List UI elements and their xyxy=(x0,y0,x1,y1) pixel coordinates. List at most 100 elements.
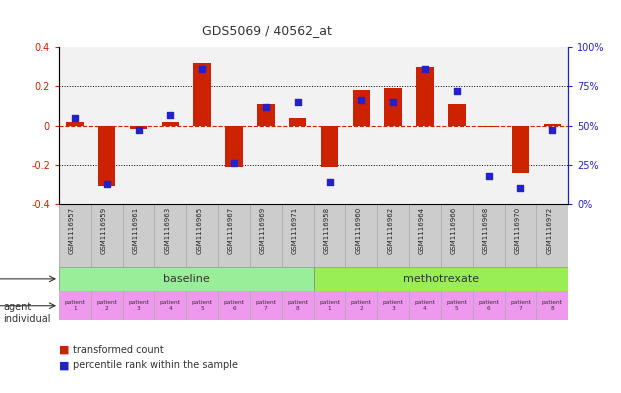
Bar xyxy=(537,204,568,266)
Point xyxy=(70,114,80,121)
Point xyxy=(388,99,398,105)
Text: baseline: baseline xyxy=(163,274,210,284)
Text: GSM1116961: GSM1116961 xyxy=(132,207,138,254)
Bar xyxy=(504,204,537,266)
Text: GSM1116959: GSM1116959 xyxy=(101,207,107,254)
Text: patient
5: patient 5 xyxy=(192,300,212,311)
Bar xyxy=(473,291,504,320)
Bar xyxy=(66,121,84,125)
Text: GSM1116968: GSM1116968 xyxy=(483,207,489,254)
Bar xyxy=(345,291,378,320)
Text: patient
1: patient 1 xyxy=(65,300,85,311)
Text: patient
3: patient 3 xyxy=(128,300,149,311)
Point xyxy=(356,97,366,104)
Bar xyxy=(218,204,250,266)
Text: GSM1116958: GSM1116958 xyxy=(324,207,330,254)
Point xyxy=(292,99,302,105)
Text: GSM1116971: GSM1116971 xyxy=(292,207,297,254)
Point xyxy=(134,127,143,133)
Point xyxy=(197,66,207,72)
Bar xyxy=(123,291,155,320)
Bar xyxy=(194,63,211,125)
Text: GSM1116967: GSM1116967 xyxy=(228,207,234,254)
Point xyxy=(165,111,175,118)
Text: GSM1116969: GSM1116969 xyxy=(260,207,266,254)
Bar xyxy=(543,123,561,125)
Point xyxy=(547,127,557,133)
Bar xyxy=(384,88,402,125)
Text: percentile rank within the sample: percentile rank within the sample xyxy=(73,360,238,371)
Point xyxy=(102,180,112,187)
Bar xyxy=(130,125,147,129)
Bar xyxy=(416,67,433,125)
Bar xyxy=(98,125,116,186)
Point xyxy=(261,104,271,110)
Text: GSM1116962: GSM1116962 xyxy=(387,207,393,254)
Bar xyxy=(537,291,568,320)
Bar xyxy=(59,266,314,291)
Text: patient
7: patient 7 xyxy=(255,300,276,311)
Bar xyxy=(250,291,282,320)
Bar xyxy=(155,204,186,266)
Text: patient
6: patient 6 xyxy=(224,300,245,311)
Text: GSM1116960: GSM1116960 xyxy=(355,207,361,254)
Text: patient
5: patient 5 xyxy=(446,300,467,311)
Point xyxy=(229,160,239,166)
Bar xyxy=(314,266,568,291)
Point xyxy=(325,179,335,185)
Text: patient
2: patient 2 xyxy=(351,300,372,311)
Bar xyxy=(282,291,314,320)
Text: GDS5069 / 40562_at: GDS5069 / 40562_at xyxy=(202,24,332,37)
Bar xyxy=(448,104,466,125)
Bar xyxy=(218,291,250,320)
Text: GSM1116970: GSM1116970 xyxy=(514,207,520,254)
Text: patient
7: patient 7 xyxy=(510,300,531,311)
Bar xyxy=(314,204,345,266)
Point xyxy=(484,173,494,179)
Bar xyxy=(409,204,441,266)
Bar xyxy=(321,125,338,167)
Bar xyxy=(378,291,409,320)
Bar xyxy=(257,104,274,125)
Bar xyxy=(473,204,504,266)
Text: individual: individual xyxy=(3,314,50,324)
Text: GSM1116957: GSM1116957 xyxy=(69,207,75,254)
Text: patient
4: patient 4 xyxy=(160,300,181,311)
Bar xyxy=(480,125,497,127)
Text: patient
2: patient 2 xyxy=(96,300,117,311)
Text: GSM1116963: GSM1116963 xyxy=(165,207,170,254)
Bar xyxy=(314,291,345,320)
Bar xyxy=(186,291,218,320)
Bar xyxy=(409,291,441,320)
Bar xyxy=(155,291,186,320)
Text: GSM1116964: GSM1116964 xyxy=(419,207,425,254)
Bar xyxy=(250,204,282,266)
Text: ■: ■ xyxy=(59,345,70,355)
Bar xyxy=(289,118,306,125)
Text: methotrexate: methotrexate xyxy=(403,274,479,284)
Bar xyxy=(59,291,91,320)
Point xyxy=(515,185,525,191)
Bar xyxy=(512,125,529,173)
Point xyxy=(452,88,462,94)
Text: agent: agent xyxy=(3,302,31,312)
Point xyxy=(420,66,430,72)
Bar xyxy=(353,90,370,125)
Bar xyxy=(91,291,122,320)
Bar xyxy=(123,204,155,266)
Text: patient
3: patient 3 xyxy=(383,300,404,311)
Bar xyxy=(282,204,314,266)
Text: transformed count: transformed count xyxy=(73,345,163,355)
Bar xyxy=(186,204,218,266)
Bar xyxy=(378,204,409,266)
Text: GSM1116972: GSM1116972 xyxy=(546,207,552,254)
Text: ■: ■ xyxy=(59,360,70,371)
Text: patient
1: patient 1 xyxy=(319,300,340,311)
Bar xyxy=(504,291,537,320)
Bar xyxy=(161,121,179,125)
Bar xyxy=(225,125,243,167)
Text: GSM1116965: GSM1116965 xyxy=(196,207,202,254)
Text: patient
4: patient 4 xyxy=(415,300,435,311)
Text: patient
6: patient 6 xyxy=(478,300,499,311)
Text: patient
8: patient 8 xyxy=(288,300,308,311)
